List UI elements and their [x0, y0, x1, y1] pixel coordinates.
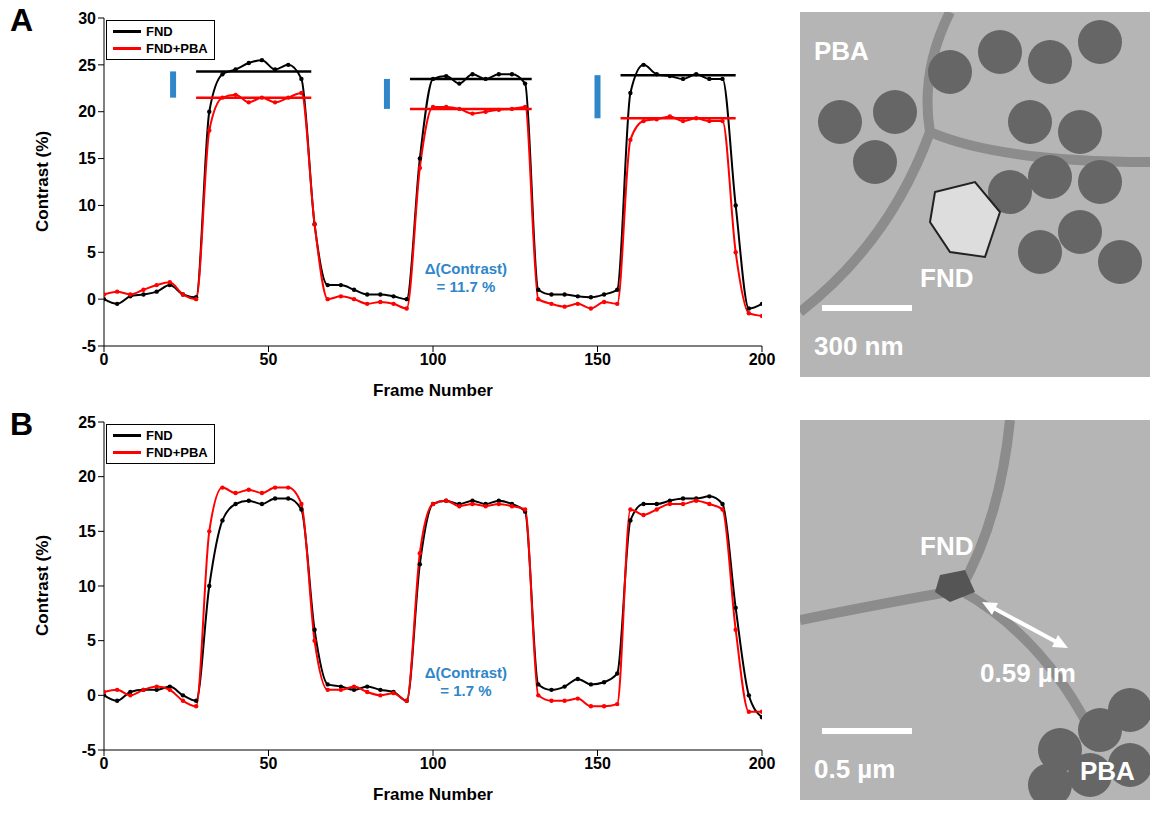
html-text:B: B: [10, 406, 34, 442]
svg-text:200: 200: [749, 755, 776, 772]
svg-text:50: 50: [260, 755, 278, 772]
svg-text:25: 25: [78, 414, 96, 431]
svg-text:150: 150: [584, 351, 611, 368]
html-text:A: A: [10, 2, 34, 38]
svg-text:0: 0: [87, 291, 96, 308]
svg-text:PBA: PBA: [814, 36, 869, 66]
svg-text:PBA: PBA: [1080, 756, 1135, 786]
svg-text:15: 15: [78, 150, 96, 167]
svg-text:Contrast (%): Contrast (%): [33, 131, 52, 232]
svg-text:10: 10: [78, 578, 96, 595]
svg-text:0: 0: [100, 351, 109, 368]
svg-text:FND: FND: [920, 263, 973, 293]
svg-text:0: 0: [87, 687, 96, 704]
html-text:FND: FND: [146, 428, 173, 443]
html-text:FND+PBA: FND+PBA: [146, 445, 208, 460]
svg-text:30: 30: [78, 10, 96, 27]
html-text:= 1.7 %: = 1.7 %: [440, 682, 492, 700]
svg-text:50: 50: [260, 351, 278, 368]
svg-text:10: 10: [78, 197, 96, 214]
svg-text:0.59 µm: 0.59 µm: [980, 658, 1076, 688]
svg-text:20: 20: [78, 103, 96, 120]
svg-text:Contrast (%): Contrast (%): [33, 535, 52, 636]
svg-text:FND: FND: [920, 531, 973, 561]
svg-text:-5: -5: [82, 742, 96, 759]
svg-text:20: 20: [78, 468, 96, 485]
html-text:Δ(Contrast): Δ(Contrast): [424, 664, 508, 682]
svg-text:Frame Number: Frame Number: [373, 381, 493, 400]
svg-text:200: 200: [749, 351, 776, 368]
svg-text:5: 5: [87, 632, 96, 649]
svg-text:-5: -5: [82, 338, 96, 355]
svg-text:Frame Number: Frame Number: [373, 785, 493, 804]
html-text:= 11.7 %: = 11.7 %: [436, 278, 496, 296]
html-text:Δ(Contrast): Δ(Contrast): [424, 260, 508, 278]
html-text:FND: FND: [146, 24, 173, 39]
svg-text:25: 25: [78, 57, 96, 74]
svg-text:100: 100: [420, 351, 447, 368]
svg-text:15: 15: [78, 523, 96, 540]
svg-text:150: 150: [584, 755, 611, 772]
svg-text:0: 0: [100, 755, 109, 772]
svg-text:300 nm: 300 nm: [814, 331, 904, 361]
svg-text:5: 5: [87, 244, 96, 261]
html-text:FND+PBA: FND+PBA: [146, 41, 208, 56]
svg-text:0.5 µm: 0.5 µm: [814, 754, 895, 784]
svg-text:100: 100: [420, 755, 447, 772]
